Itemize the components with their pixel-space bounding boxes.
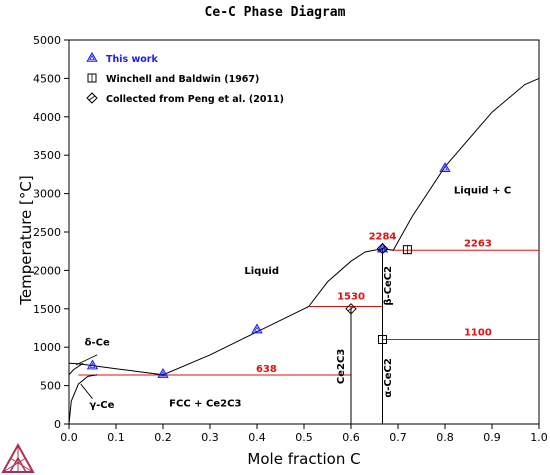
y-tick-label: 5000: [33, 34, 61, 47]
this-work-point: [439, 162, 451, 173]
delta-ce-arrow: [75, 354, 98, 366]
x-axis-label: Mole fraction C: [247, 450, 360, 468]
logo-icon: [1, 442, 35, 473]
legend-triangle-marker: [86, 51, 98, 62]
region-label: δ-Ce: [85, 338, 110, 349]
y-tick-label: 2000: [33, 264, 61, 277]
x-tick-label: 0.7: [389, 431, 407, 444]
this-work-point-inner: [89, 362, 96, 368]
this-work-point: [86, 359, 99, 370]
region-label: γ-Ce: [89, 400, 114, 411]
temperature-label: 2284: [369, 232, 397, 243]
phase-boundary-line: [392, 77, 540, 251]
phase-boundary-line: [68, 362, 84, 376]
x-tick-label: 0.4: [248, 431, 266, 444]
this-work-point-inner: [442, 165, 448, 171]
y-tick-label: 3000: [33, 188, 61, 201]
compound-label: α-CeC2: [383, 358, 394, 397]
y-tick-label: 2500: [33, 226, 61, 239]
this-work-point: [376, 242, 389, 253]
y-tick-label: 4500: [33, 72, 61, 85]
phase-boundary-line: [68, 306, 309, 376]
x-tick-label: 0.9: [483, 431, 501, 444]
compound-label: Ce2C3: [336, 349, 347, 384]
y-tick-label: 0: [54, 418, 61, 431]
peng-point: [345, 303, 357, 315]
region-label: Liquid + C: [454, 186, 511, 197]
gamma-ce-arrow: [80, 383, 93, 399]
region-label: FCC + Ce2C3: [169, 398, 241, 409]
y-axis-label: Temperature [°C]: [17, 175, 35, 305]
y-tick-label: 1000: [33, 341, 61, 354]
this-work-point-inner: [254, 326, 260, 332]
temperature-label: 1530: [337, 292, 365, 303]
phase-boundary-line: [68, 374, 98, 425]
y-tick-label: 3500: [33, 149, 61, 162]
legend-entry-label: This work: [106, 54, 158, 65]
x-tick-label: 1.0: [530, 431, 548, 444]
plot-area: 0.0 0.1 0.2 0.3 0.4 0.5 0.6 0.7 0.8 0.9 1.0 0 500 100…: [33, 34, 548, 444]
this-work-point-inner: [160, 371, 166, 377]
x-tick-label: 0.1: [107, 431, 125, 444]
y-tick-label: 4000: [33, 111, 61, 124]
region-label: Liquid: [244, 266, 279, 277]
peng-point: [376, 242, 389, 255]
x-tick-label: 0.8: [436, 431, 454, 444]
legend-entry-label: Collected from Peng et al. (2011): [106, 94, 284, 105]
x-tick-label: 0.3: [201, 431, 219, 444]
x-tick-label: 0.5: [295, 431, 313, 444]
peng-point-tick: [347, 306, 355, 312]
y-tick-label: 500: [40, 380, 61, 393]
legend-diamond-marker-tick: [88, 95, 96, 101]
this-work-point-inner: [379, 245, 386, 251]
temperature-label: 638: [256, 364, 277, 375]
x-tick-label: 0.0: [60, 431, 78, 444]
x-tick-label: 0.6: [342, 431, 360, 444]
this-work-point: [157, 367, 169, 378]
chart-title: Ce-C Phase Diagram: [205, 5, 346, 20]
temperature-label: 1100: [464, 328, 492, 339]
legend-triangle-marker-inner: [89, 54, 95, 61]
this-work-point: [251, 323, 263, 334]
legend-entry-label: Winchell and Baldwin (1967): [106, 74, 259, 85]
x-tick-label: 0.2: [154, 431, 172, 444]
compound-label: β-CeC2: [383, 266, 394, 306]
temperature-label: 2263: [464, 239, 492, 250]
legend: This work Winchell and Baldwin (1967) Coll…: [86, 51, 284, 105]
peng-point-tick: [379, 246, 386, 251]
y-tick-label: 1500: [33, 303, 61, 316]
legend-diamond-marker: [86, 92, 98, 104]
